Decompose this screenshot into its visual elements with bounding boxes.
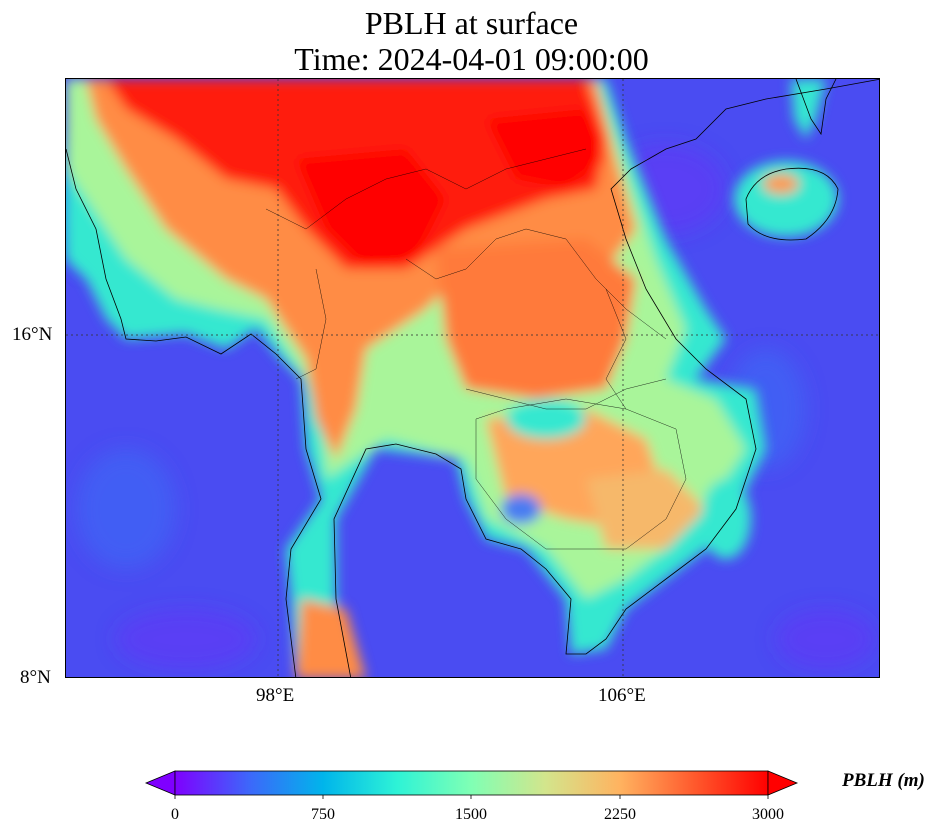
colorbar-gradient <box>174 770 769 796</box>
colorbar-tick-2250: 2250 <box>604 806 636 823</box>
colorbar-max-arrow <box>767 770 799 796</box>
gridlines <box>66 79 879 677</box>
lon-label-98e: 98°E <box>256 685 295 706</box>
colorbar-tick-1500: 1500 <box>455 806 487 823</box>
land-fields <box>66 79 838 677</box>
colorbar-label: PBLH (m) <box>842 770 925 791</box>
colorbar <box>144 770 799 799</box>
map-panel <box>65 78 880 678</box>
lat-label-16n: 16°N <box>12 324 53 345</box>
lon-label-106e: 106°E <box>598 685 646 706</box>
map-title: PBLH at surface <box>364 5 579 41</box>
colorbar-tick-750: 750 <box>311 806 335 823</box>
colorbar-tick-3000: 3000 <box>752 806 784 823</box>
map-canvas <box>66 79 879 677</box>
colorbar-tick-0: 0 <box>171 806 179 823</box>
coastlines <box>66 79 879 677</box>
colorbar-min-arrow <box>144 770 176 796</box>
map-time: Time: 2024-04-01 09:00:00 <box>294 41 649 77</box>
lat-label-8n: 8°N <box>20 667 51 688</box>
country-borders <box>265 148 687 550</box>
